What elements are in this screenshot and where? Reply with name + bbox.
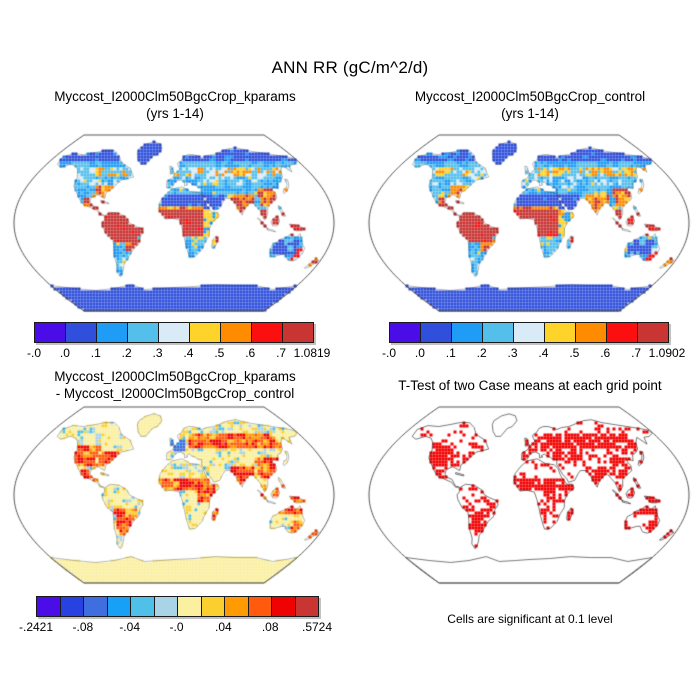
panel-ttest-title-line1: T-Test of two Case means at each grid po… xyxy=(398,378,662,393)
colorbar-segment xyxy=(452,323,483,342)
colorbar-tick-label: -.04 xyxy=(119,620,140,634)
colorbar-control xyxy=(389,322,669,343)
colorbar-tick-label: .08 xyxy=(261,620,279,634)
panel-ttest-title: T-Test of two Case means at each grid po… xyxy=(365,377,695,394)
colorbar-tick-label: .1 xyxy=(445,346,456,360)
panel-control-title-line2: (yrs 1-14) xyxy=(501,106,559,121)
map-kparams xyxy=(11,131,337,315)
colorbar-tick-label: .1 xyxy=(90,346,101,360)
figure-title: ANN RR (gC/m^2/d) xyxy=(271,58,429,77)
map-control xyxy=(366,131,692,315)
colorbar-kparams-ticks: -.0 .0 .1 .2 .3 .4 .5 .6 .7 1.0819 xyxy=(27,346,330,361)
colorbar-tick-label: .5724 xyxy=(301,620,333,634)
colorbar-segment xyxy=(131,597,155,616)
panel-kparams-title-line2: (yrs 1-14) xyxy=(146,106,204,121)
colorbar-tick-label: 1.0902 xyxy=(648,346,686,360)
colorbar-tick-label: .7 xyxy=(631,346,642,360)
colorbar-tick-label: -.0 xyxy=(26,346,42,360)
colorbar-segment xyxy=(390,323,421,342)
colorbar-kparams xyxy=(34,322,314,343)
panel-control-title-line1: Myccost_I2000Clm50BgcCrop_control xyxy=(414,89,646,104)
panel-difference-title-line1: Myccost_I2000Clm50BgcCrop_kparams xyxy=(54,369,296,384)
colorbar-tick-label: .0 xyxy=(59,346,70,360)
colorbar-tick-label: .6 xyxy=(245,346,256,360)
colorbar-difference xyxy=(36,596,319,617)
colorbar-tick-label: -.0 xyxy=(169,620,184,634)
colorbar-tick-label: .2 xyxy=(121,346,132,360)
colorbar-segment xyxy=(225,597,249,616)
colorbar-segment xyxy=(178,597,202,616)
panel-kparams-title-line1: Myccost_I2000Clm50BgcCrop_kparams xyxy=(54,89,296,104)
colorbar-segment xyxy=(84,597,108,616)
ttest-caption: Cells are significant at 0.1 level xyxy=(447,612,613,626)
colorbar-tick-label: -.08 xyxy=(72,620,94,634)
colorbar-tick-label: .3 xyxy=(152,346,163,360)
colorbar-segment xyxy=(252,323,283,342)
colorbar-segment xyxy=(154,597,178,616)
colorbar-segment xyxy=(576,323,607,342)
colorbar-segment xyxy=(128,323,159,342)
map-ttest xyxy=(366,403,692,587)
colorbar-segment xyxy=(272,597,296,616)
colorbar-segment xyxy=(159,323,190,342)
colorbar-tick-label: .7 xyxy=(276,346,287,360)
colorbar-segment xyxy=(60,597,84,616)
colorbar-tick-label: .4 xyxy=(183,346,194,360)
colorbar-tick-label: .2 xyxy=(476,346,487,360)
colorbar-segment xyxy=(97,323,128,342)
colorbar-segment xyxy=(221,323,252,342)
colorbar-tick-label: -.0 xyxy=(381,346,397,360)
panel-control-title: Myccost_I2000Clm50BgcCrop_control (yrs 1… xyxy=(365,88,695,122)
map-difference xyxy=(11,403,337,587)
colorbar-segment xyxy=(37,597,61,616)
colorbar-segment xyxy=(283,323,313,342)
panel-difference-title: Myccost_I2000Clm50BgcCrop_kparams - Mycc… xyxy=(10,368,340,402)
colorbar-segment xyxy=(35,323,66,342)
panel-difference-title-line2: - Myccost_I2000Clm50BgcCrop_control xyxy=(55,386,295,401)
colorbar-tick-label: .3 xyxy=(507,346,518,360)
colorbar-segment xyxy=(514,323,545,342)
colorbar-tick-label: .0 xyxy=(414,346,425,360)
colorbar-segment xyxy=(638,323,668,342)
colorbar-tick-label: .5 xyxy=(569,346,580,360)
colorbar-segment xyxy=(66,323,97,342)
colorbar-tick-label: .04 xyxy=(214,620,232,634)
colorbar-segment xyxy=(545,323,576,342)
colorbar-segment xyxy=(201,597,225,616)
panel-kparams-title: Myccost_I2000Clm50BgcCrop_kparams (yrs 1… xyxy=(10,88,340,122)
colorbar-tick-label: 1.0819 xyxy=(293,346,331,360)
colorbar-tick-label: .5 xyxy=(214,346,225,360)
colorbar-segment xyxy=(607,323,638,342)
colorbar-segment xyxy=(107,597,131,616)
colorbar-control-ticks: -.0 .0 .1 .2 .3 .4 .5 .6 .7 1.0902 xyxy=(382,346,685,361)
colorbar-tick-label: -.2421 xyxy=(18,620,54,634)
colorbar-tick-label: .4 xyxy=(538,346,549,360)
colorbar-segment xyxy=(248,597,272,616)
colorbar-segment xyxy=(421,323,452,342)
colorbar-segment xyxy=(295,597,318,616)
colorbar-difference-ticks: -.2421 -.08 -.04 -.0 .04 .08 .5724 xyxy=(19,620,332,635)
colorbar-segment xyxy=(483,323,514,342)
colorbar-segment xyxy=(190,323,221,342)
colorbar-tick-label: .6 xyxy=(600,346,611,360)
